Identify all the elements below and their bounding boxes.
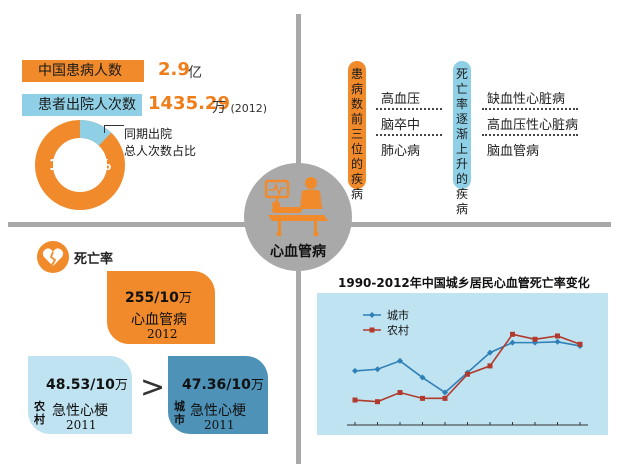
comparison-sign: > bbox=[140, 370, 166, 405]
line-chart-panel: 城市 农村 bbox=[317, 293, 608, 435]
data-point-1-2 bbox=[397, 390, 403, 396]
hospital-bed-icon bbox=[264, 177, 328, 237]
series-line-0 bbox=[354, 340, 581, 394]
data-point-0-0 bbox=[352, 367, 358, 374]
patients-label: 中国患病人数 bbox=[22, 60, 144, 82]
data-point-1-5 bbox=[465, 371, 470, 377]
data-point-0-2 bbox=[397, 357, 403, 364]
share-caption: 同期出院 总人次数占比 bbox=[124, 126, 196, 160]
broken-heart-icon bbox=[37, 241, 69, 273]
rural-death-rate-box: 48.53/10万 农村 急性心梗 2011 bbox=[28, 356, 132, 434]
city-rate-name: 急性心梗 bbox=[190, 403, 246, 419]
discharges-value: 1435.29 bbox=[148, 93, 230, 114]
share-caption-line2: 总人次数占比 bbox=[124, 144, 197, 158]
center-badge: 心血管病 bbox=[244, 163, 352, 271]
top-disease-3: 肺心病 bbox=[381, 144, 421, 159]
legend-marker-0 bbox=[369, 312, 375, 318]
rising-mortality-title: 死亡率逐渐上升的疾病 bbox=[453, 61, 471, 216]
discharges-label: 患者出院人次数 bbox=[22, 94, 142, 116]
data-point-0-6 bbox=[487, 349, 493, 356]
city-rate-year: 2011 bbox=[204, 418, 235, 432]
discharges-unit-year: 万 (2012) bbox=[212, 97, 267, 117]
data-point-0-1 bbox=[374, 366, 381, 373]
city-rate-value: 47.36/10万 bbox=[182, 374, 264, 393]
dotted-separator bbox=[376, 108, 442, 110]
center-label: 心血管病 bbox=[270, 244, 326, 260]
data-point-0-9 bbox=[554, 338, 561, 345]
dotted-separator bbox=[376, 134, 442, 136]
cardio-rate-name: 心血管病 bbox=[131, 312, 187, 328]
rural-rate-year: 2011 bbox=[66, 418, 97, 432]
data-point-1-1 bbox=[375, 399, 380, 405]
data-point-1-0 bbox=[352, 397, 358, 403]
cardio-rate-value: 255/10万 bbox=[125, 287, 192, 306]
cardio-rate-unit: 万 bbox=[178, 291, 192, 306]
rising-disease-3: 脑血管病 bbox=[487, 144, 540, 159]
share-donut-chart bbox=[35, 120, 125, 210]
cardio-rate-year: 2012 bbox=[147, 327, 178, 341]
rural-rate-name: 急性心梗 bbox=[52, 403, 108, 419]
cardio-death-rate-box: 255/10万 心血管病 2012 bbox=[107, 271, 215, 344]
dotted-separator bbox=[482, 134, 578, 136]
data-point-1-10 bbox=[577, 341, 583, 347]
city-tag: 城市 bbox=[174, 400, 185, 426]
legend-label-0: 城市 bbox=[387, 308, 409, 322]
rural-rate-unit: 万 bbox=[114, 378, 128, 393]
city-rate-number: 47.36/10 bbox=[182, 377, 251, 393]
share-caption-line1: 同期出院 bbox=[124, 127, 173, 141]
legend-marker-1 bbox=[369, 327, 375, 333]
caption-leader-line bbox=[104, 125, 124, 133]
data-point-0-4 bbox=[442, 389, 448, 396]
data-point-1-8 bbox=[532, 336, 538, 342]
share-percent: 12.24% bbox=[48, 156, 112, 174]
legend-label-1: 农村 bbox=[387, 323, 409, 337]
rural-rate-value: 48.53/10万 bbox=[46, 374, 128, 393]
dotted-separator bbox=[482, 108, 578, 110]
data-point-0-3 bbox=[419, 374, 426, 381]
rising-disease-2: 高血压性心脏病 bbox=[487, 118, 579, 133]
rising-disease-1: 缺血性心脏病 bbox=[487, 92, 566, 107]
data-point-0-8 bbox=[532, 339, 538, 346]
chart-title: 1990-2012年中国城乡居民心血管死亡率变化 bbox=[338, 276, 590, 290]
data-point-1-6 bbox=[487, 363, 493, 369]
patients-value: 2.9 bbox=[158, 59, 190, 80]
death-rate-label: 死亡率 bbox=[74, 252, 114, 267]
city-rate-unit: 万 bbox=[250, 378, 264, 393]
rural-rate-number: 48.53/10 bbox=[46, 377, 115, 393]
data-point-1-7 bbox=[510, 331, 515, 337]
top-diseases-title: 患病数前三位的疾病 bbox=[348, 61, 366, 201]
discharges-unit: 万 bbox=[212, 100, 226, 116]
top-disease-2: 脑卒中 bbox=[381, 118, 421, 133]
patients-unit: 亿 bbox=[188, 65, 202, 81]
rural-tag: 农村 bbox=[34, 400, 45, 426]
data-point-1-4 bbox=[442, 395, 448, 401]
cardio-rate-number: 255/10 bbox=[125, 290, 179, 306]
donut-share-arc bbox=[79, 120, 112, 146]
discharges-year: (2012) bbox=[230, 102, 268, 115]
series-line-1 bbox=[354, 333, 581, 403]
data-point-1-9 bbox=[555, 333, 560, 339]
data-point-0-7 bbox=[509, 339, 516, 346]
data-point-1-3 bbox=[420, 395, 425, 401]
city-death-rate-box: 47.36/10万 城市 急性心梗 2011 bbox=[168, 356, 268, 434]
top-disease-1: 高血压 bbox=[381, 92, 421, 107]
